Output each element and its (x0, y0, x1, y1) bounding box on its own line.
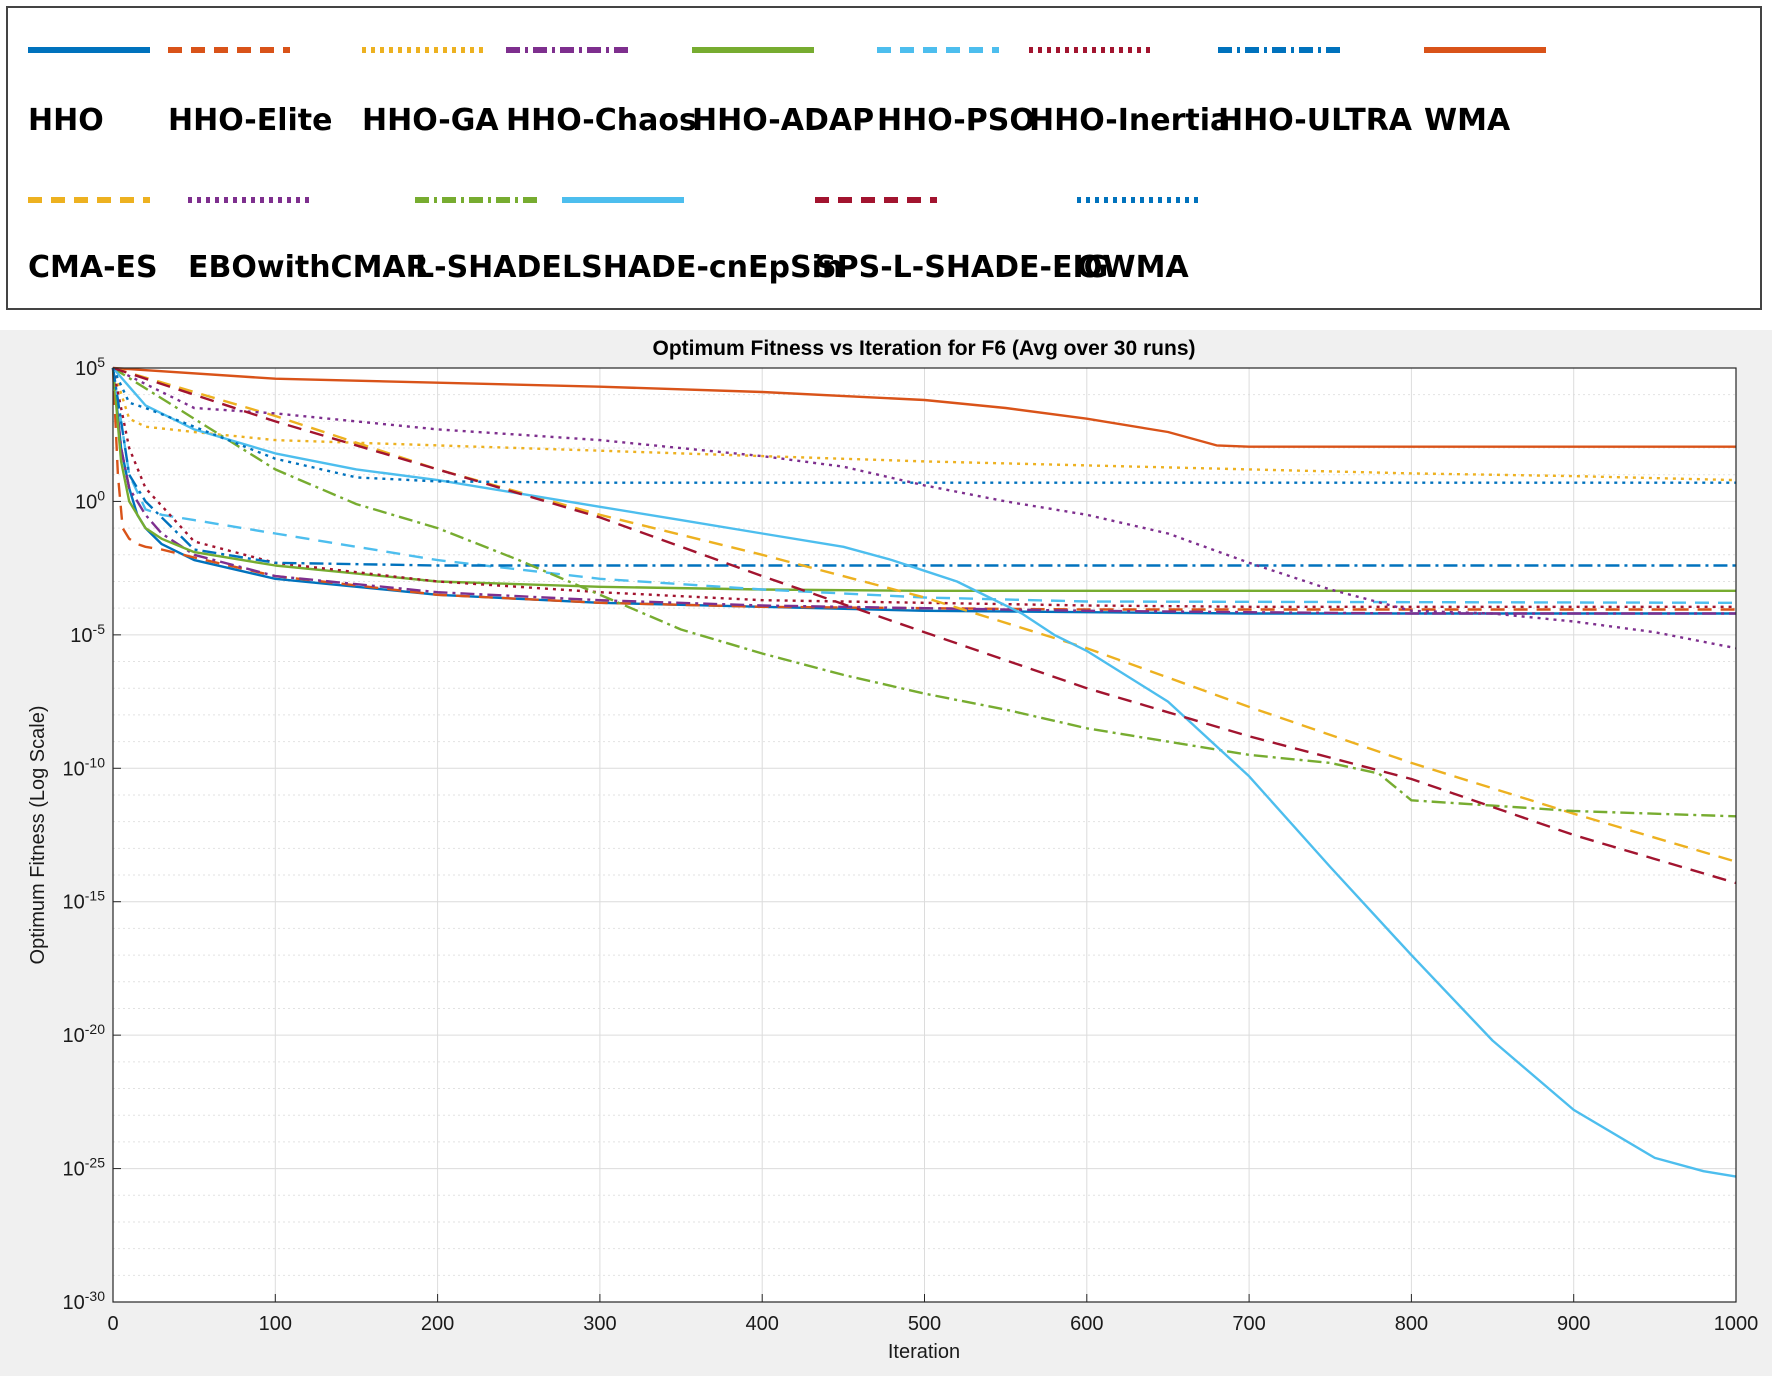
series-line-l-shade (112, 366, 1737, 818)
series-line-sps-l-shade-eig (112, 366, 1737, 885)
legend-label: HHO-PSO (877, 103, 1035, 138)
series-line-ebowithcmar (112, 366, 1737, 650)
legend-label: HHO-Inertia (1029, 103, 1230, 138)
x-tick-label: 300 (583, 1313, 616, 1335)
x-tick-label: 500 (908, 1313, 941, 1335)
series-line-cma-es (112, 366, 1737, 863)
legend-label: HHO-ADAP (692, 103, 874, 138)
legend-label: EBOwithCMAR (188, 250, 429, 285)
x-tick-label: 700 (1232, 1313, 1265, 1335)
legend-label: CMA-ES (28, 250, 158, 285)
y-tick-label: 10-5 (70, 621, 105, 647)
legend-label: L-SHADE (415, 250, 562, 285)
y-tick-label: 105 (75, 354, 105, 380)
legend-label: HHO-Elite (168, 103, 332, 138)
series-line-hho-chaos (111, 367, 1736, 615)
legend-label: LSHADE-cnEpSin (562, 250, 843, 285)
x-tick-label: 100 (259, 1313, 292, 1335)
legend-label: SPS-L-SHADE-EIG (815, 250, 1108, 285)
legend-label: OWMA (1077, 250, 1189, 285)
series-line-wma (112, 366, 1736, 448)
legend-label: HHO (28, 103, 104, 138)
series-line-lshade-cnepsin (112, 367, 1737, 1178)
y-tick-label: 10-20 (63, 1021, 106, 1047)
legend-label: HHO-GA (362, 103, 499, 138)
x-tick-label: 600 (1070, 1313, 1103, 1335)
legend-label: WMA (1424, 103, 1511, 138)
x-tick-label: 800 (1395, 1313, 1428, 1335)
x-tick-label: 400 (746, 1313, 779, 1335)
y-tick-label: 10-25 (63, 1155, 106, 1181)
series-line-hho-ultra (111, 367, 1736, 567)
series-line-hho-pso (111, 367, 1737, 604)
x-tick-label: 1000 (1714, 1313, 1759, 1335)
x-tick-label: 0 (107, 1313, 118, 1335)
series-line-owma (111, 367, 1736, 484)
x-axis-label: Iteration (888, 1341, 960, 1363)
legend-label: HHO-Chaos (506, 103, 697, 138)
y-ticks: 105 100 10-5 10-10 10-15 10-20 10-25 10-30 (63, 354, 121, 1314)
series-lines (111, 366, 1737, 1178)
x-tick-label: 200 (421, 1313, 454, 1335)
y-tick-label: 10-15 (63, 888, 106, 914)
y-tick-label: 10-10 (63, 754, 106, 780)
legend-label: HHO-ULTRA (1218, 103, 1413, 138)
x-tick-label: 900 (1557, 1313, 1590, 1335)
chart-title: Optimum Fitness vs Iteration for F6 (Avg… (653, 337, 1196, 360)
y-tick-label: 10-30 (63, 1288, 106, 1314)
legend-box (6, 6, 1762, 310)
y-axis-label: Optimum Fitness (Log Scale) (27, 706, 49, 965)
series-line-hho-elite (111, 367, 1736, 611)
series-line-hho-inertia (111, 367, 1736, 608)
x-ticks: 0 100 200 300 400 500 600 700 800 900 1000 (107, 1294, 1758, 1335)
y-tick-label: 100 (75, 487, 105, 513)
